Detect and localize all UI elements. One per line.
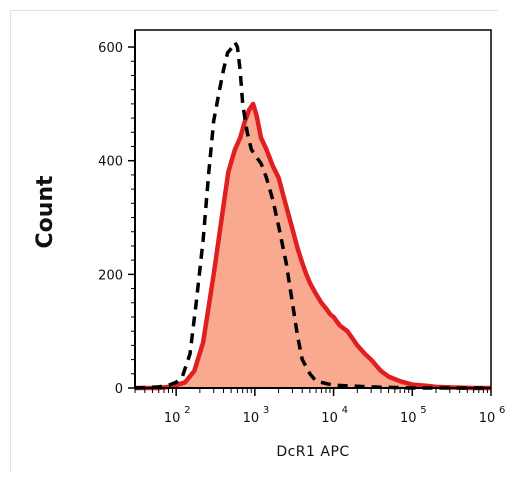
y-tick-label: 0 xyxy=(115,382,123,397)
sample-histogram-line xyxy=(135,101,491,391)
y-tick-label: 200 xyxy=(98,268,123,283)
x-tick-label: 10 xyxy=(321,411,338,426)
x-tick-label: 10 xyxy=(400,411,417,426)
sample-histogram-fill xyxy=(135,103,491,389)
y-axis-label: Count xyxy=(33,175,58,249)
plot-area xyxy=(134,40,491,391)
y-tick-label: 600 xyxy=(98,41,123,56)
x-tick-exponent: 3 xyxy=(263,405,269,416)
x-tick-label: 10 xyxy=(164,411,181,426)
x-tick-exponent: 4 xyxy=(342,405,348,416)
x-tick-label: 10 xyxy=(479,411,496,426)
x-axis-label: DcR1 APC xyxy=(276,444,349,460)
x-tick-exponent: 2 xyxy=(184,405,190,416)
x-tick-exponent: 6 xyxy=(499,405,505,416)
x-tick-label: 10 xyxy=(243,411,260,426)
y-tick-label: 400 xyxy=(98,155,123,170)
control-histogram-line xyxy=(134,40,491,390)
figure-frame xyxy=(10,10,498,472)
x-tick-exponent: 5 xyxy=(420,405,426,416)
